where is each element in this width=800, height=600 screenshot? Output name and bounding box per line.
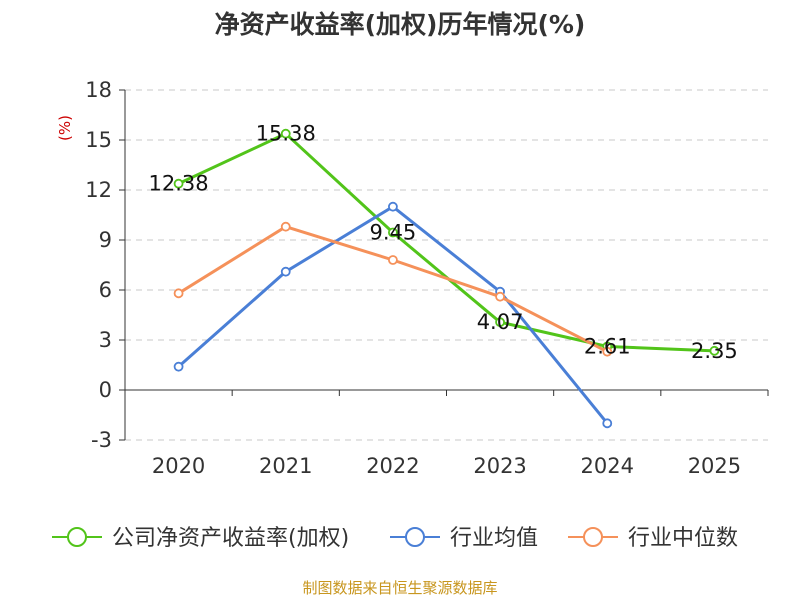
data-label: 12.38 bbox=[149, 172, 209, 196]
legend-marker bbox=[67, 527, 87, 547]
data-point bbox=[280, 266, 291, 277]
data-label: 4.07 bbox=[477, 310, 524, 334]
x-tick-label: 2022 bbox=[366, 454, 419, 478]
x-tick-label: 2020 bbox=[152, 454, 205, 478]
chart-title: 净资产收益率(加权)历年情况(%) bbox=[215, 10, 586, 39]
data-point bbox=[388, 201, 398, 212]
data-labels: 12.38 15.38 9.45 4.07 2.61 2.35 bbox=[149, 122, 738, 363]
series-group bbox=[173, 128, 720, 429]
legend-item: 行业中位数 bbox=[568, 526, 738, 551]
data-point bbox=[280, 128, 291, 139]
legend-label: 行业均值 bbox=[450, 526, 538, 551]
y-tick-label: 9 bbox=[99, 228, 112, 252]
y-tick-label: 12 bbox=[85, 178, 112, 202]
y-tick-label: -3 bbox=[91, 428, 112, 452]
y-tick-label: 0 bbox=[99, 378, 112, 402]
data-label: 9.45 bbox=[370, 221, 417, 245]
x-tick-label: 2023 bbox=[473, 454, 526, 478]
x-tick-label: 2021 bbox=[259, 454, 312, 478]
y-axis-unit: (%) bbox=[56, 115, 74, 141]
data-point bbox=[495, 317, 505, 328]
data-label: 2.35 bbox=[691, 339, 738, 363]
data-point bbox=[173, 178, 184, 189]
data-point bbox=[709, 345, 720, 356]
legend: 公司净资产收益率(加权) 行业均值 行业中位数 bbox=[52, 526, 738, 551]
data-point bbox=[602, 346, 613, 357]
x-tick-label: 2024 bbox=[581, 454, 634, 478]
y-tick-label: 6 bbox=[99, 278, 112, 302]
x-tick-label: 2025 bbox=[688, 454, 741, 478]
data-point bbox=[602, 418, 613, 429]
legend-item: 行业均值 bbox=[390, 526, 538, 551]
data-label: 2.61 bbox=[584, 335, 631, 359]
axes: -3 0 3 6 9 12 15 18 2020 2021 2022 2023 2024 2025 bbox=[85, 78, 769, 478]
data-point bbox=[173, 288, 184, 299]
legend-marker bbox=[583, 527, 603, 547]
legend-label: 公司净资产收益率(加权) bbox=[112, 526, 349, 551]
legend-item: 公司净资产收益率(加权) bbox=[52, 526, 349, 551]
y-tick-label: 3 bbox=[99, 328, 112, 352]
data-point bbox=[173, 361, 184, 372]
data-label: 15.38 bbox=[256, 122, 316, 146]
y-tick-label: 15 bbox=[85, 128, 112, 152]
legend-marker bbox=[405, 527, 425, 547]
data-point bbox=[388, 227, 398, 238]
legend-label: 行业中位数 bbox=[628, 526, 738, 551]
data-point bbox=[280, 221, 291, 232]
source-note: 制图数据来自恒生聚源数据库 bbox=[302, 579, 497, 597]
y-tick-label: 18 bbox=[85, 78, 112, 102]
data-point bbox=[495, 291, 505, 302]
data-point bbox=[388, 255, 398, 265]
gridlines bbox=[125, 89, 768, 441]
